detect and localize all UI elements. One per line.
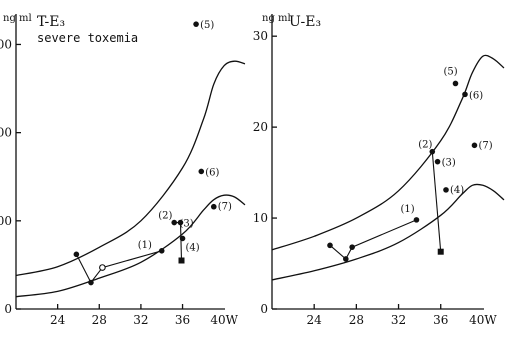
y-axis-unit: ng ml <box>3 13 32 24</box>
annotated-point <box>193 21 199 27</box>
x-tick-label: 40W <box>210 313 238 327</box>
annotated-point <box>471 142 478 149</box>
y-tick-label: 0 <box>260 302 268 316</box>
x-tick-label: 28 <box>92 313 107 327</box>
annotated-point <box>210 203 217 210</box>
lower-normal-curve <box>271 183 505 281</box>
point-label: (2) <box>418 140 432 151</box>
y-axis-unit: ng ml <box>262 13 291 24</box>
point-label: (4) <box>450 185 464 196</box>
point-label: (5) <box>200 20 214 31</box>
point-label: (7) <box>218 202 232 213</box>
point-label: (5) <box>443 66 457 77</box>
y-tick-label: 200 <box>0 126 12 140</box>
point-label: (2) <box>158 211 172 222</box>
data-point <box>413 217 420 223</box>
patient-series-line <box>329 219 417 260</box>
data-point <box>343 256 349 262</box>
upper-normal-curve <box>271 54 505 251</box>
point-label: (1) <box>400 204 414 215</box>
x-tick-label: 24 <box>50 313 66 327</box>
point-label: (3) <box>442 158 456 169</box>
annotated-point <box>179 235 186 242</box>
point-label: (3) <box>180 218 194 229</box>
data-point <box>171 219 178 226</box>
y-tick-label: 30 <box>253 29 268 43</box>
data-point <box>88 279 94 286</box>
square-point <box>178 257 185 264</box>
open-point <box>99 264 106 271</box>
chart-title: T-E₃ <box>37 14 65 30</box>
data-point <box>429 148 436 155</box>
annotated-point <box>443 187 449 193</box>
data-point <box>73 251 80 258</box>
data-point <box>158 248 165 254</box>
x-tick-label: 28 <box>349 313 364 327</box>
annotated-point <box>198 168 205 175</box>
x-tick-label: 24 <box>307 313 323 327</box>
x-tick-label: 32 <box>133 313 148 327</box>
annotated-point <box>462 91 468 98</box>
annotated-point <box>452 80 459 87</box>
y-tick-label: 20 <box>253 120 268 134</box>
x-tick-label: 40W <box>469 313 497 327</box>
data-point <box>349 244 355 250</box>
annotated-point <box>434 158 441 165</box>
point-label: (6) <box>205 167 219 178</box>
y-tick-label: 100 <box>0 214 12 228</box>
patient-series-line <box>431 151 442 252</box>
x-tick-label: 36 <box>175 313 190 327</box>
data-point <box>327 242 333 249</box>
point-label: (4) <box>186 242 200 253</box>
patient-series-line <box>75 250 162 284</box>
point-label: (1) <box>138 240 152 251</box>
panel-u-e3: 0 10 20 30 24 28 32 36 40W ng mlU-E₃ (1) (2) (3) (4) (… <box>253 13 505 327</box>
upper-normal-curve <box>15 60 246 277</box>
chart-subtitle: severe toxemia <box>37 31 138 45</box>
x-tick-label: 32 <box>391 313 406 327</box>
lower-normal-curve <box>15 194 246 298</box>
square-point <box>437 248 444 255</box>
data-point <box>177 219 184 226</box>
y-tick-label: 10 <box>253 211 268 225</box>
y-tick-label: 300 <box>0 37 12 51</box>
x-tick-label: 36 <box>433 313 448 327</box>
chart-title: U-E₃ <box>289 14 321 30</box>
point-label: (7) <box>478 140 492 151</box>
y-tick-label: 0 <box>4 302 12 316</box>
point-label: (6) <box>469 90 483 101</box>
